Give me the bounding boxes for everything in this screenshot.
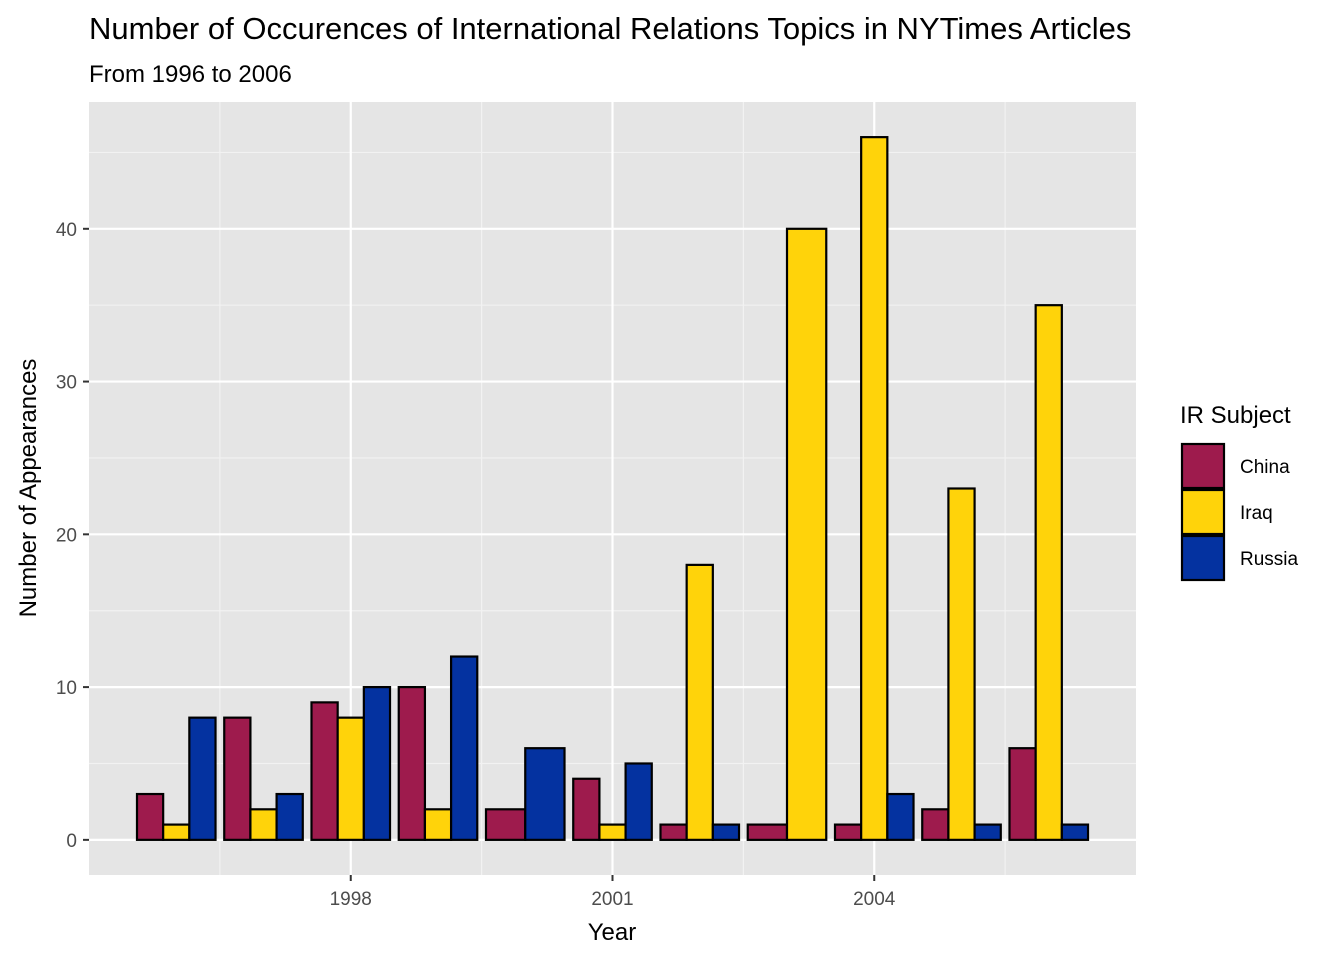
bars bbox=[135, 136, 1090, 841]
bar-russia-2004 bbox=[886, 792, 915, 841]
bar-china-2001 bbox=[572, 777, 601, 841]
bar-russia-1997 bbox=[275, 792, 304, 841]
y-tick-label: 10 bbox=[56, 678, 77, 699]
legend-label-russia: Russia bbox=[1240, 549, 1299, 570]
legend-key-russia bbox=[1180, 534, 1226, 582]
legend-key-iraq bbox=[1180, 488, 1226, 536]
chart-title: Number of Occurences of International Re… bbox=[89, 11, 1131, 46]
bar-iraq-1998 bbox=[336, 716, 365, 841]
bar-russia-2002 bbox=[711, 823, 741, 841]
legend: IR Subject China Iraq Russia bbox=[1180, 402, 1299, 582]
bar-iraq-2003 bbox=[785, 227, 828, 841]
y-tick-label: 0 bbox=[66, 831, 77, 852]
bar-russia-1999 bbox=[449, 655, 479, 841]
bar-china-2005 bbox=[921, 808, 950, 841]
legend-title: IR Subject bbox=[1180, 402, 1291, 429]
bar-iraq-2004 bbox=[860, 136, 889, 841]
y-axis: 0 10 20 30 40 bbox=[56, 220, 89, 852]
bar-iraq-1997 bbox=[249, 808, 278, 841]
bar-china-1998 bbox=[310, 701, 339, 841]
bar-iraq-1996 bbox=[162, 823, 191, 841]
legend-label-china: China bbox=[1240, 457, 1290, 478]
bar-china-2006 bbox=[1008, 747, 1037, 841]
bar-china-2002 bbox=[659, 823, 688, 841]
bar-iraq-2001 bbox=[598, 823, 627, 841]
x-tick-label: 2001 bbox=[591, 889, 633, 910]
bar-russia-2006 bbox=[1060, 823, 1090, 841]
bar-iraq-2006 bbox=[1034, 304, 1063, 841]
bar-china-1996 bbox=[135, 792, 165, 841]
bar-china-1997 bbox=[223, 716, 252, 841]
bar-russia-2000 bbox=[524, 747, 566, 841]
bar-china-1999 bbox=[397, 685, 427, 841]
bar-russia-1996 bbox=[188, 716, 217, 841]
bar-iraq-2005 bbox=[947, 487, 976, 841]
bar-russia-1998 bbox=[362, 685, 392, 841]
x-axis-title: Year bbox=[588, 919, 637, 946]
legend-key-china bbox=[1180, 442, 1226, 490]
bar-iraq-1999 bbox=[423, 808, 453, 841]
x-tick-label: 1998 bbox=[330, 889, 372, 910]
y-tick-label: 40 bbox=[56, 220, 77, 241]
y-axis-title: Number of Appearances bbox=[15, 359, 42, 618]
bar-china-2003 bbox=[746, 823, 789, 841]
x-axis: 1998 2001 2004 bbox=[330, 875, 896, 910]
x-tick-label: 2004 bbox=[853, 889, 896, 910]
legend-label-iraq: Iraq bbox=[1240, 503, 1273, 524]
chart-subtitle: From 1996 to 2006 bbox=[89, 61, 292, 88]
bar-china-2004 bbox=[833, 823, 863, 841]
bar-iraq-2002 bbox=[685, 563, 714, 841]
y-tick-label: 20 bbox=[56, 525, 77, 546]
bar-china-2000 bbox=[484, 808, 527, 841]
y-tick-label: 30 bbox=[56, 373, 77, 394]
bar-russia-2005 bbox=[973, 823, 1002, 841]
bar-russia-2001 bbox=[624, 762, 653, 841]
